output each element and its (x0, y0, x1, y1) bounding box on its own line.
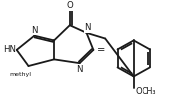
Text: O: O (66, 1, 73, 10)
Text: N: N (76, 65, 83, 74)
Text: methyl: methyl (10, 72, 32, 77)
Text: N: N (84, 23, 91, 32)
Text: =: = (97, 45, 106, 55)
Text: N: N (31, 26, 38, 35)
Text: CH₃: CH₃ (142, 87, 156, 96)
Text: HN: HN (3, 45, 16, 54)
Text: O: O (136, 87, 142, 96)
